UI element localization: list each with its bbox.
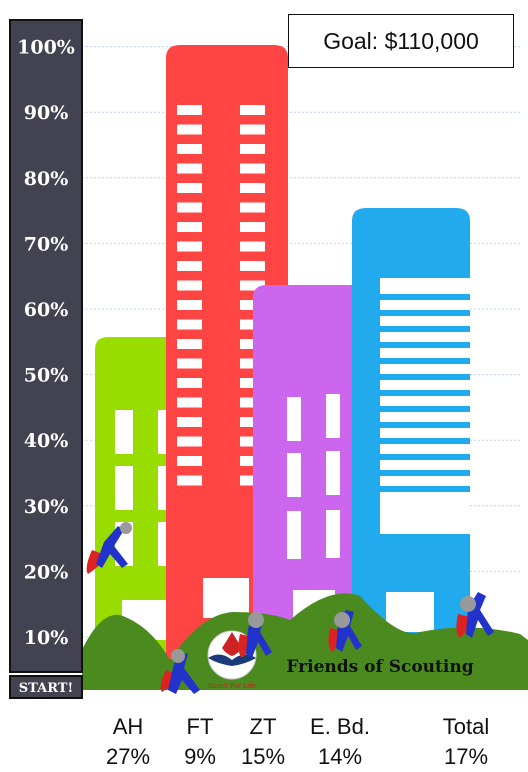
start-label: START!: [19, 681, 73, 696]
category-label: ZT: [249, 714, 277, 739]
building-stripe: [380, 422, 470, 428]
building-window: [240, 202, 265, 213]
superhero-icon: [86, 522, 132, 574]
y-tick-label: 100%: [17, 37, 75, 59]
friends-of-scouting-banner: Friends of Scouting: [286, 657, 473, 677]
building-window: [240, 144, 265, 154]
y-tick-label: 10%: [24, 627, 69, 649]
building-window: [177, 378, 202, 388]
goal-box: Goal: $110,000: [288, 14, 514, 68]
superhero-icon: [160, 649, 200, 694]
category-group: ZT 15%: [218, 712, 308, 772]
category-label: AH: [112, 714, 144, 739]
y-tick-label: 40%: [24, 430, 69, 452]
building-window: [177, 319, 202, 330]
category-group: E. Bd. 14%: [295, 712, 385, 772]
value-label: 9%: [184, 744, 216, 769]
building-window: [177, 417, 202, 427]
building-window: [240, 436, 265, 447]
superhero-icon: [328, 610, 362, 652]
building-window: [240, 397, 265, 408]
building-stripe: [380, 454, 470, 460]
category-group: Total 17%: [421, 712, 511, 772]
building-window: [240, 105, 265, 115]
superhero-icon: [238, 612, 272, 658]
building-window: [177, 183, 202, 193]
building-window: [240, 456, 265, 466]
y-tick-label: 20%: [24, 561, 69, 583]
y-tick-label: 80%: [24, 168, 69, 190]
y-axis-column: [9, 19, 83, 673]
green-hills: [82, 593, 528, 690]
y-tick-label: 90%: [24, 102, 69, 124]
category-label: E. Bd.: [310, 714, 370, 739]
value-label: 14%: [317, 744, 363, 769]
building-window: [177, 436, 202, 447]
building-window: [240, 261, 265, 271]
building-window: [240, 124, 265, 135]
category-group: FT 9%: [155, 712, 245, 772]
y-tick-label: 50%: [24, 365, 69, 387]
building-window: [240, 319, 265, 330]
building-window: [177, 222, 202, 232]
building-window: [177, 397, 202, 408]
building-ebd: [352, 208, 470, 690]
y-tick-label: 60%: [24, 299, 69, 321]
building-stripe: [380, 294, 470, 300]
building-window: [240, 475, 265, 486]
emblem-text: Scout For Life: [208, 682, 256, 690]
category-labels: AH 27% FT 9% ZT 15% E. Bd. 14% Total 17%: [0, 712, 528, 772]
goal-label: Goal: $110,000: [323, 27, 479, 54]
building-window: [177, 456, 202, 466]
building-window: [177, 261, 202, 271]
y-tick-label: 30%: [24, 496, 69, 518]
category-group: AH 27%: [83, 712, 173, 772]
building-window: [240, 417, 265, 427]
building-window: [177, 339, 202, 349]
building-window: [240, 183, 265, 193]
value-label: 15%: [240, 744, 286, 769]
building-stripe: [380, 374, 470, 380]
value-label: 27%: [105, 744, 151, 769]
building-window: [240, 300, 265, 310]
start-badge: [9, 675, 83, 699]
building-window: [177, 105, 202, 115]
building-stripe: [380, 358, 470, 364]
building-stripe: [380, 486, 470, 492]
building-stripe: [380, 438, 470, 444]
building-window: [240, 163, 265, 174]
building-window: [177, 163, 202, 174]
building-window: [177, 241, 202, 252]
building-window: [240, 280, 265, 291]
building-zt: [253, 285, 380, 690]
building-window: [177, 124, 202, 135]
building-window: [177, 202, 202, 213]
building-window: [240, 241, 265, 252]
building-stripe: [380, 470, 470, 476]
category-label: Total: [442, 714, 490, 739]
building-window: [177, 300, 202, 310]
building-stripe: [380, 390, 470, 396]
building-stripe: [380, 342, 470, 348]
y-axis-ticks: 10% 20% 30% 40% 50% 60% 70% 80% 90% 100%: [17, 37, 75, 649]
superhero-icon: [456, 592, 494, 638]
building-window: [177, 475, 202, 486]
building-window: [177, 144, 202, 154]
y-tick-label: 70%: [24, 233, 69, 255]
building-window: [240, 378, 265, 388]
building-window: [240, 222, 265, 232]
building-stripe: [380, 406, 470, 412]
building-window: [177, 280, 202, 291]
category-label: FT: [186, 714, 214, 739]
building-stripe: [380, 326, 470, 332]
building-stripe: [380, 310, 470, 316]
building-window: [240, 358, 265, 369]
value-label: 17%: [443, 744, 489, 769]
building-window: [240, 339, 265, 349]
building-window: [177, 358, 202, 369]
